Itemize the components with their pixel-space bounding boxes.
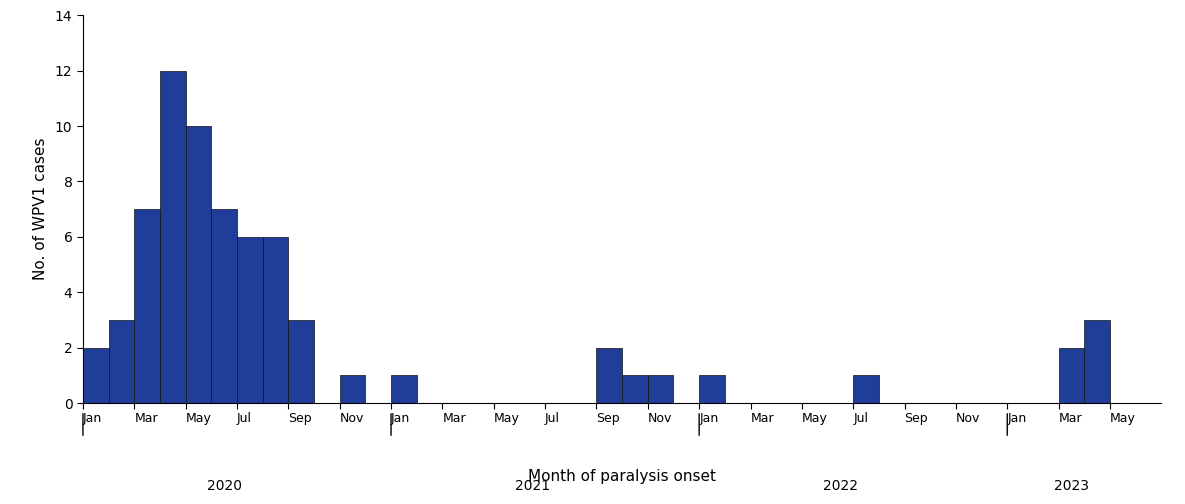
Bar: [699, 375, 725, 403]
Bar: [109, 320, 134, 403]
X-axis label: Month of paralysis onset: Month of paralysis onset: [529, 469, 716, 484]
Bar: [596, 348, 622, 403]
Bar: [186, 126, 211, 403]
Bar: [211, 209, 237, 403]
Bar: [622, 375, 648, 403]
Text: 2023: 2023: [1053, 479, 1089, 493]
Bar: [1084, 320, 1110, 403]
Bar: [83, 348, 109, 403]
Text: 2020: 2020: [206, 479, 242, 493]
Bar: [340, 375, 365, 403]
Bar: [648, 375, 673, 403]
Bar: [853, 375, 879, 403]
Bar: [263, 237, 288, 403]
Bar: [391, 375, 417, 403]
Y-axis label: No. of WPV1 cases: No. of WPV1 cases: [33, 138, 47, 280]
Bar: [1058, 348, 1084, 403]
Text: 2022: 2022: [822, 479, 858, 493]
Bar: [160, 71, 186, 403]
Text: 2021: 2021: [514, 479, 550, 493]
Bar: [237, 237, 263, 403]
Bar: [288, 320, 314, 403]
Bar: [134, 209, 160, 403]
